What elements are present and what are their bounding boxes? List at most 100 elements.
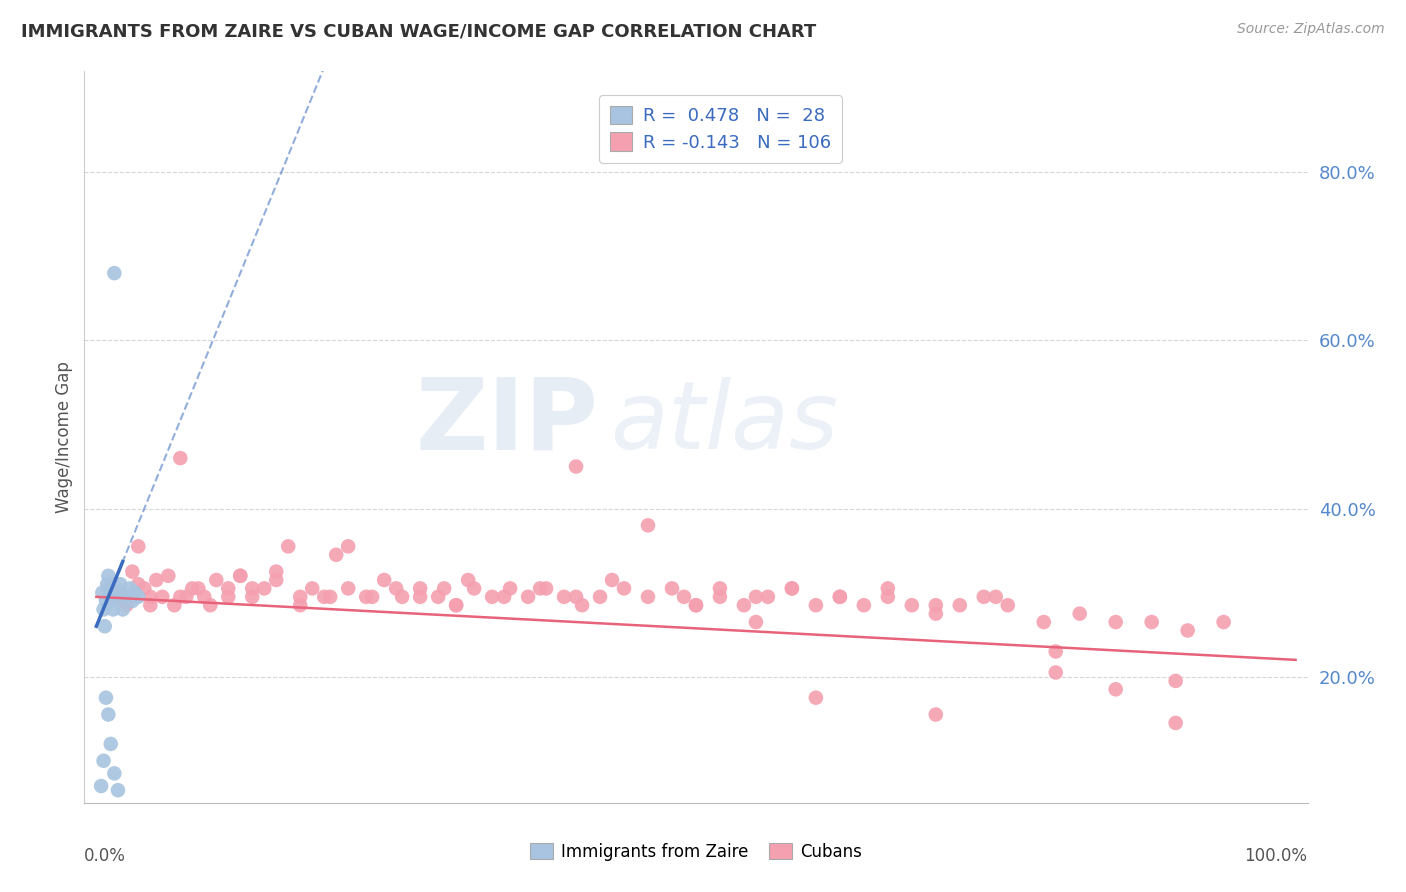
- Point: [1045, 644, 1067, 658]
- Point: [104, 585, 127, 599]
- Point: [1105, 682, 1128, 697]
- Point: [264, 565, 287, 579]
- Point: [925, 707, 948, 722]
- Point: [97, 569, 120, 583]
- Point: [481, 590, 503, 604]
- Point: [709, 590, 731, 604]
- Point: [163, 599, 186, 613]
- Point: [91, 585, 114, 599]
- Point: [145, 573, 167, 587]
- Point: [150, 590, 173, 604]
- Point: [828, 590, 851, 604]
- Point: [94, 594, 117, 608]
- Text: Source: ZipAtlas.com: Source: ZipAtlas.com: [1237, 22, 1385, 37]
- Text: 0.0%: 0.0%: [84, 847, 127, 864]
- Point: [949, 599, 972, 613]
- Point: [107, 590, 129, 604]
- Y-axis label: Wage/Income Gap: Wage/Income Gap: [55, 361, 73, 513]
- Point: [876, 582, 898, 596]
- Point: [804, 690, 827, 705]
- Point: [1032, 615, 1054, 629]
- Point: [240, 590, 263, 604]
- Point: [780, 582, 803, 596]
- Point: [169, 451, 191, 466]
- Point: [529, 582, 551, 596]
- Point: [1164, 673, 1187, 688]
- Point: [277, 540, 299, 554]
- Point: [391, 590, 413, 604]
- Point: [571, 599, 593, 613]
- Point: [107, 783, 129, 797]
- Point: [217, 582, 239, 596]
- Point: [264, 573, 287, 587]
- Point: [110, 585, 132, 599]
- Point: [385, 582, 408, 596]
- Point: [174, 590, 197, 604]
- Point: [101, 577, 124, 591]
- Point: [565, 590, 588, 604]
- Point: [553, 590, 575, 604]
- Point: [93, 602, 115, 616]
- Point: [409, 590, 432, 604]
- Point: [613, 582, 636, 596]
- Point: [499, 582, 522, 596]
- Point: [93, 754, 115, 768]
- Point: [876, 590, 898, 604]
- Point: [90, 779, 112, 793]
- Point: [925, 607, 948, 621]
- Point: [127, 577, 149, 591]
- Point: [672, 590, 695, 604]
- Point: [661, 582, 683, 596]
- Text: IMMIGRANTS FROM ZAIRE VS CUBAN WAGE/INCOME GAP CORRELATION CHART: IMMIGRANTS FROM ZAIRE VS CUBAN WAGE/INCO…: [21, 22, 817, 40]
- Point: [409, 582, 432, 596]
- Point: [997, 599, 1019, 613]
- Point: [463, 582, 485, 596]
- Point: [94, 690, 117, 705]
- Point: [1177, 624, 1199, 638]
- Point: [925, 599, 948, 613]
- Point: [314, 590, 336, 604]
- Point: [325, 548, 347, 562]
- Point: [115, 594, 138, 608]
- Point: [100, 737, 122, 751]
- Point: [101, 602, 124, 616]
- Point: [103, 590, 125, 604]
- Point: [104, 582, 127, 596]
- Point: [134, 582, 156, 596]
- Point: [290, 599, 312, 613]
- Point: [433, 582, 456, 596]
- Point: [124, 585, 146, 599]
- Text: 100.0%: 100.0%: [1244, 847, 1308, 864]
- Point: [97, 707, 120, 722]
- Point: [444, 599, 467, 613]
- Point: [217, 590, 239, 604]
- Point: [534, 582, 557, 596]
- Text: ZIP: ZIP: [415, 374, 598, 471]
- Point: [337, 582, 360, 596]
- Point: [187, 582, 209, 596]
- Point: [169, 590, 191, 604]
- Point: [157, 569, 180, 583]
- Point: [111, 602, 134, 616]
- Point: [756, 590, 779, 604]
- Point: [901, 599, 924, 613]
- Point: [229, 569, 252, 583]
- Point: [517, 590, 540, 604]
- Point: [96, 577, 118, 591]
- Point: [110, 577, 132, 591]
- Point: [361, 590, 384, 604]
- Point: [733, 599, 755, 613]
- Point: [97, 582, 120, 596]
- Point: [121, 565, 143, 579]
- Point: [685, 599, 707, 613]
- Point: [139, 590, 162, 604]
- Point: [205, 573, 228, 587]
- Point: [1164, 715, 1187, 730]
- Point: [373, 573, 395, 587]
- Point: [127, 590, 149, 604]
- Point: [637, 518, 659, 533]
- Point: [685, 599, 707, 613]
- Point: [984, 590, 1007, 604]
- Point: [709, 582, 731, 596]
- Point: [139, 599, 162, 613]
